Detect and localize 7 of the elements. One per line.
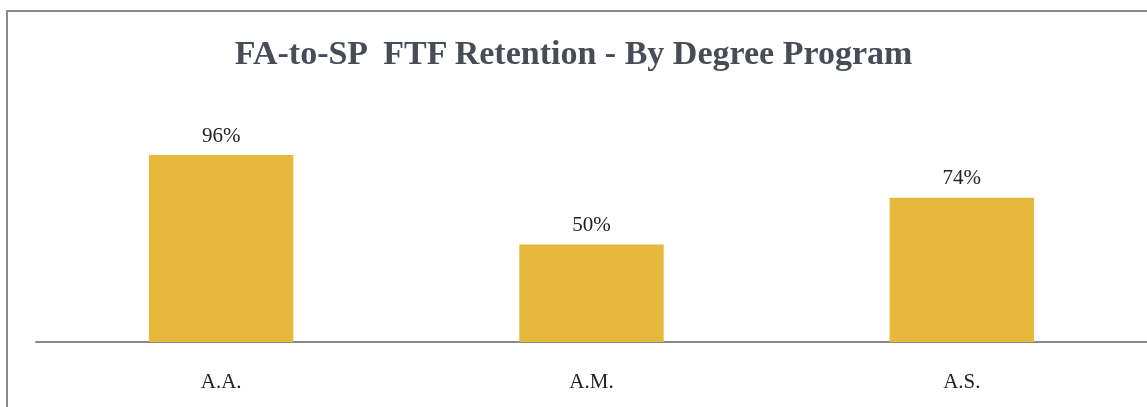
- chart-title: FA-to-SP FTF Retention - By Degree Program: [234, 33, 913, 71]
- data-label: 50%: [572, 212, 611, 237]
- x-tick-label: A.A.: [200, 368, 242, 393]
- data-label: 74%: [942, 165, 982, 190]
- data-label: 96%: [201, 122, 241, 147]
- x-tick-label: A.S.: [943, 368, 981, 393]
- x-tick-label: A.M.: [569, 368, 614, 393]
